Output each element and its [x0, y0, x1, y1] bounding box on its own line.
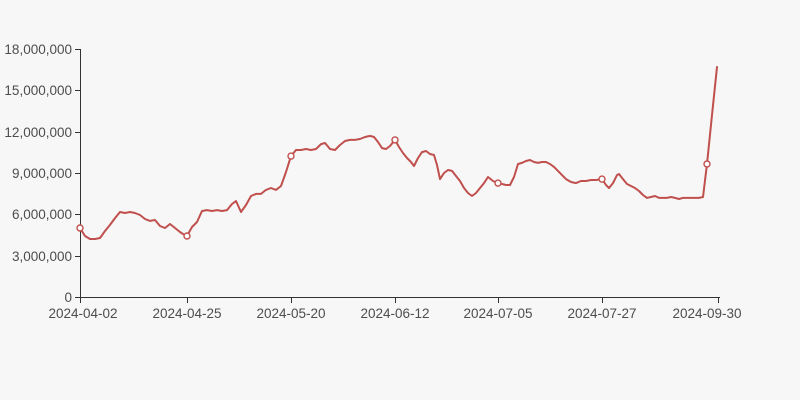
- series-markers-group: [76, 136, 711, 240]
- data-point-marker: [183, 232, 191, 240]
- data-point-marker: [598, 175, 606, 183]
- x-tick-label: 2024-04-02: [48, 306, 117, 321]
- y-tick-label: 9,000,000: [12, 166, 72, 181]
- x-tick-label: 2024-09-30: [672, 306, 741, 321]
- data-point-marker: [287, 152, 295, 160]
- data-point-marker: [76, 224, 84, 232]
- data-point-marker: [494, 179, 502, 187]
- x-tick-label: 2024-07-27: [567, 306, 636, 321]
- x-axis-ticks: 2024-04-02 2024-04-25 2024-05-20 2024-06-12…: [48, 298, 742, 321]
- y-tick-label: 3,000,000: [12, 249, 72, 264]
- x-tick-label: 2024-07-05: [463, 306, 532, 321]
- y-tick-label: 12,000,000: [4, 125, 72, 140]
- y-tick-label: 6,000,000: [12, 207, 72, 222]
- y-tick-label: 0: [64, 290, 72, 305]
- axes: [80, 49, 720, 298]
- data-point-marker: [703, 160, 711, 168]
- y-tick-label: 15,000,000: [4, 83, 72, 98]
- y-tick-label: 18,000,000: [4, 42, 72, 57]
- data-point-marker: [391, 136, 399, 144]
- series-line: [79, 66, 718, 240]
- y-axis-ticks: 0 3,000,000 6,000,000 9,000,000 12,000,000 15…: [4, 42, 80, 305]
- x-tick-label: 2024-04-25: [152, 306, 221, 321]
- series-line-group: [79, 66, 718, 240]
- x-tick-label: 2024-06-12: [360, 306, 429, 321]
- x-tick-label: 2024-05-20: [256, 306, 325, 321]
